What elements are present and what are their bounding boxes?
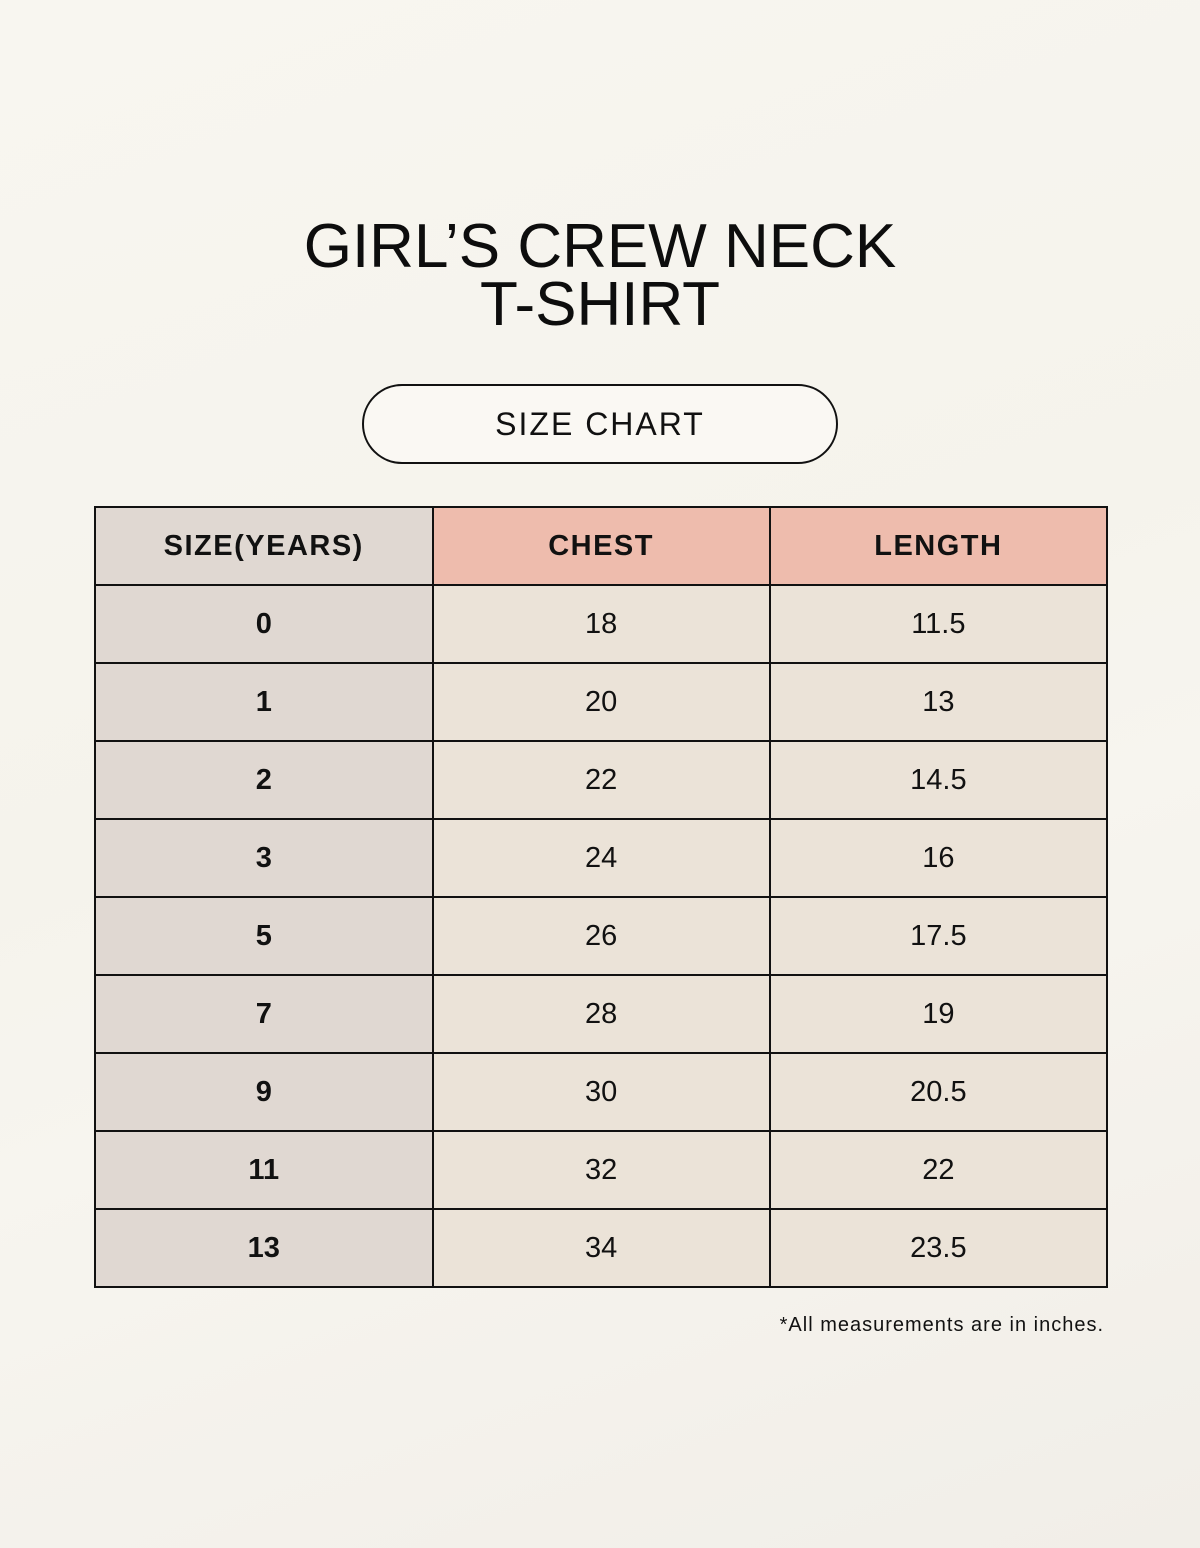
size-cell: 1: [94, 662, 434, 742]
size-cell: 13: [94, 1208, 434, 1288]
length-cell: 14.5: [768, 740, 1109, 820]
title-line-2: T-SHIRT: [480, 270, 720, 339]
size-cell: 0: [94, 584, 434, 664]
table-row: 5 26 17.5: [94, 896, 1109, 976]
header-length: LENGTH: [768, 506, 1109, 586]
size-cell: 3: [94, 818, 434, 898]
table-row: 7 28 19: [94, 974, 1109, 1054]
length-cell: 13: [768, 662, 1109, 742]
header-size: SIZE(YEARS): [94, 506, 434, 586]
chest-cell: 30: [431, 1052, 771, 1132]
chest-cell: 22: [431, 740, 771, 820]
table-row: 0 18 11.5: [94, 584, 1109, 664]
table-row: 11 32 22: [94, 1130, 1109, 1210]
length-cell: 11.5: [768, 584, 1109, 664]
table-row: 3 24 16: [94, 818, 1109, 898]
size-cell: 5: [94, 896, 434, 976]
chest-cell: 32: [431, 1130, 771, 1210]
chest-cell: 26: [431, 896, 771, 976]
table-row: 9 30 20.5: [94, 1052, 1109, 1132]
length-cell: 16: [768, 818, 1109, 898]
footnote: *All measurements are in inches.: [779, 1314, 1104, 1336]
chest-cell: 24: [431, 818, 771, 898]
length-cell: 19: [768, 974, 1109, 1054]
chest-cell: 20: [431, 662, 771, 742]
title-line-1: GIRL’S CREW NECK: [303, 212, 897, 281]
size-cell: 9: [94, 1052, 434, 1132]
table-header-row: SIZE(YEARS) CHEST LENGTH: [94, 506, 1109, 586]
header-chest: CHEST: [431, 506, 771, 586]
size-cell: 2: [94, 740, 434, 820]
size-cell: 11: [94, 1130, 434, 1210]
chest-cell: 28: [431, 974, 771, 1054]
table-row: 13 34 23.5: [94, 1208, 1109, 1288]
length-cell: 22: [768, 1130, 1109, 1210]
size-table: SIZE(YEARS) CHEST LENGTH 0 18 11.5 1 20 13 2 22…: [94, 506, 1109, 1288]
size-chart-badge: SIZE CHART: [362, 384, 838, 464]
table-row: 1 20 13: [94, 662, 1109, 742]
length-cell: 17.5: [768, 896, 1109, 976]
table-row: 2 22 14.5: [94, 740, 1109, 820]
page-title: GIRL’S CREW NECK T-SHIRT: [0, 212, 1200, 339]
length-cell: 20.5: [768, 1052, 1109, 1132]
length-cell: 23.5: [768, 1208, 1109, 1288]
chest-cell: 34: [431, 1208, 771, 1288]
chest-cell: 18: [431, 584, 771, 664]
size-cell: 7: [94, 974, 434, 1054]
